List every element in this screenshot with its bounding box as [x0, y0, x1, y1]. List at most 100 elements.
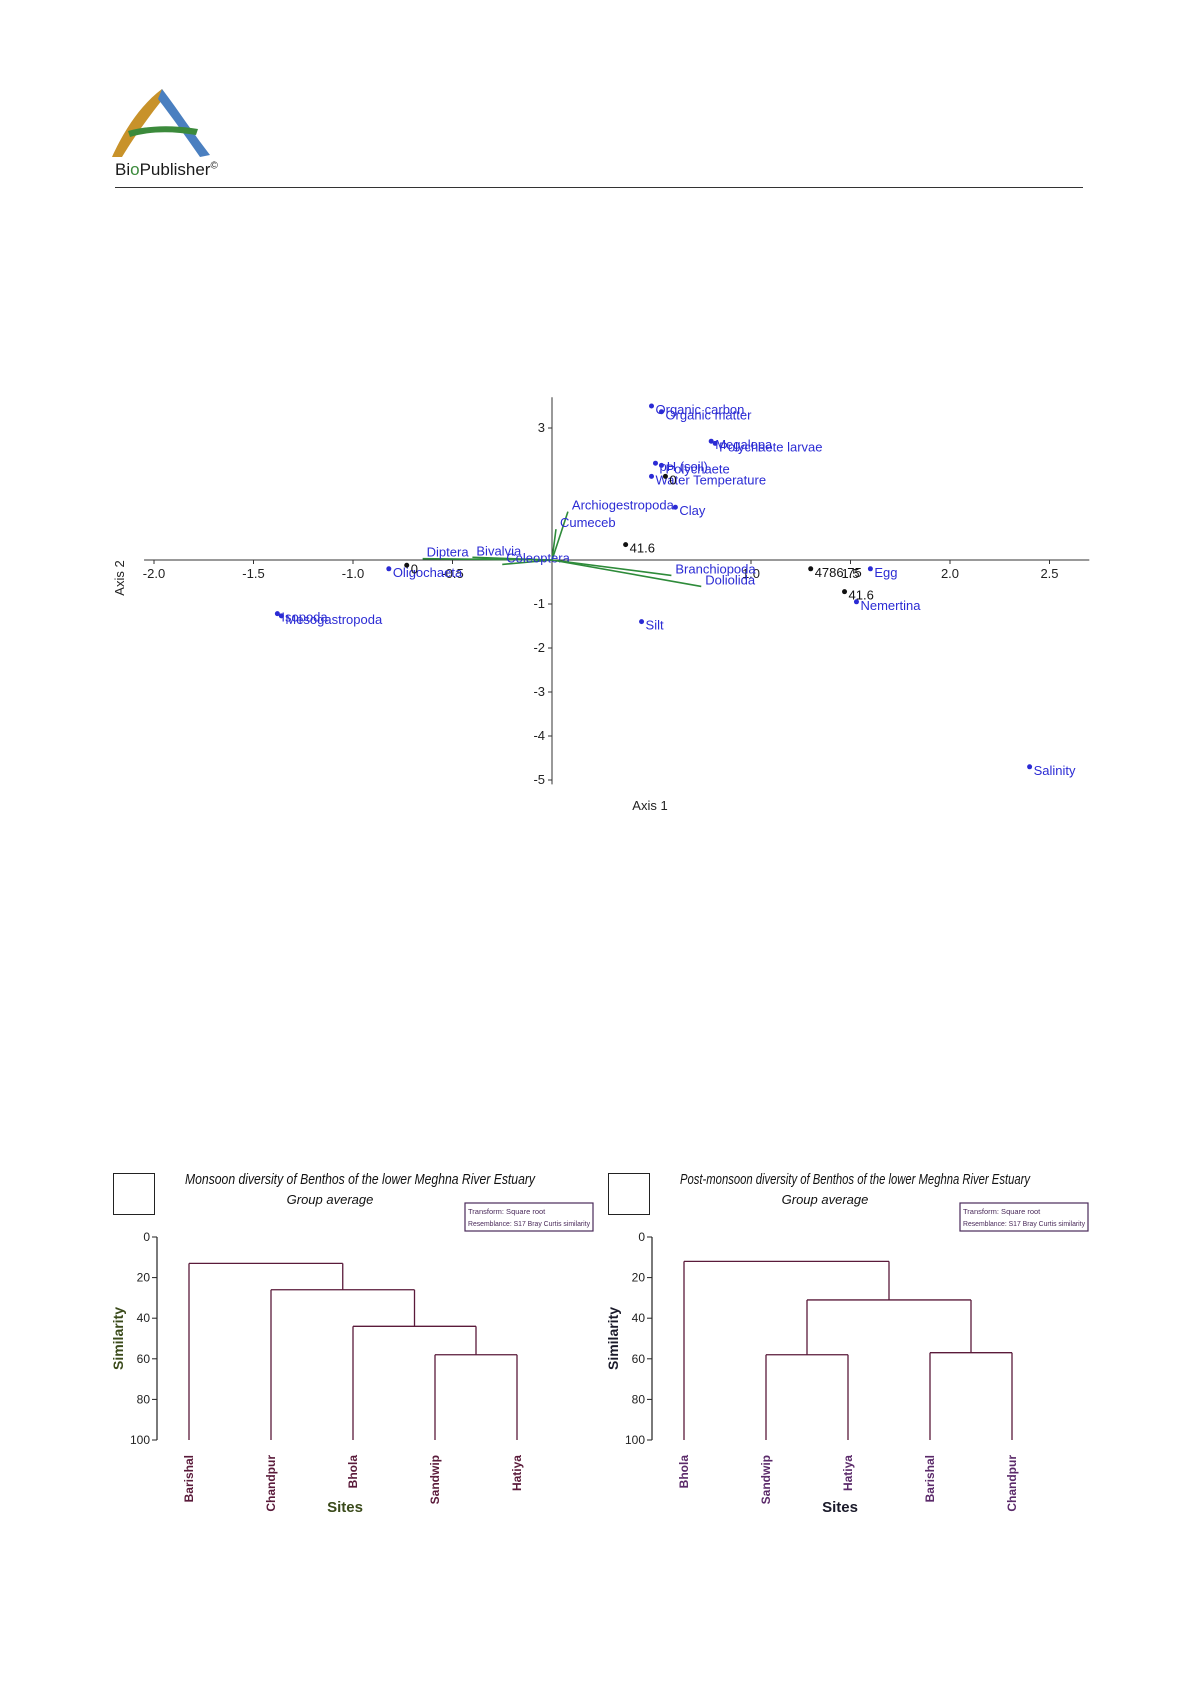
legend-transform: Transform: Square root [963, 1207, 1041, 1216]
y-tick-label: -2 [533, 640, 545, 655]
dendrogram-title: Monsoon diversity of Benthos of the lowe… [185, 1171, 536, 1188]
vector-arrow [422, 557, 553, 561]
species-point [649, 403, 654, 409]
leaf-label: Bhola [346, 1455, 360, 1489]
y-tick-label: 100 [625, 1433, 645, 1447]
x-tick-label: -1.5 [242, 566, 264, 581]
species-point [278, 613, 284, 619]
y-tick-label: 0 [638, 1230, 645, 1244]
monsoon-dendrogram: Monsoon diversity of Benthos of the lowe… [110, 1171, 594, 1516]
species-label: Megalopa [715, 437, 773, 452]
species-label: Silt [646, 618, 664, 633]
y-tick-label: 40 [632, 1311, 646, 1325]
site-point [404, 562, 410, 568]
panel-label-box-b [608, 1173, 650, 1215]
site-points: 41.6 0 0 4786.75 41.6 [404, 472, 874, 603]
dendrogram-title: Post-monsoon diversity of Benthos of the… [680, 1171, 1031, 1188]
site-label: 41.6 [630, 541, 655, 556]
y-tick-label: 100 [130, 1433, 150, 1447]
y-tick-label: 80 [632, 1392, 646, 1406]
species-label: Mesogastropoda [285, 612, 383, 627]
species-label: Clay [679, 503, 706, 518]
species-label: Water Temperature [656, 472, 767, 487]
species-point [853, 599, 859, 605]
x-tick-label: 1.5 [841, 566, 859, 581]
y-tick-label: 60 [137, 1352, 151, 1366]
species-point [708, 438, 714, 444]
y-axis-label: Axis 2 [112, 560, 127, 595]
legend-box: Transform: Square root Resemblance: S17 B… [959, 1202, 1089, 1232]
x-tick-label: -0.5 [441, 566, 463, 581]
vector-label: Branchiopoda [675, 561, 756, 576]
site-label: 41.6 [849, 588, 874, 603]
leaf-label: Barishal [182, 1455, 196, 1502]
y-tick-label: -5 [533, 772, 545, 787]
plot-axes: -2.0 -1.5 -1.0 -0.5 1.0 1.5 2.0 2.5 3 -1 -2 -3 -4 -5 [143, 397, 1090, 787]
x-tick-label: -1.0 [342, 566, 364, 581]
species-label: Salinity [1034, 763, 1076, 778]
y-tick-label: 20 [632, 1271, 646, 1285]
species-point [386, 566, 392, 572]
y-tick-label: 20 [137, 1271, 151, 1285]
y-tick-label: 40 [137, 1311, 151, 1325]
x-axis-title: Sites [822, 1499, 858, 1516]
site-label: 0 [669, 472, 676, 487]
leaf-label: Bhola [677, 1455, 691, 1489]
species-point [649, 473, 654, 479]
vector-arrow [551, 559, 702, 588]
x-tick-label: 1.0 [742, 566, 760, 581]
header-divider [115, 187, 1083, 188]
leaf-label: Hatiya [841, 1455, 855, 1491]
biopublisher-logo-icon [112, 89, 210, 157]
legend-frame [959, 1202, 1089, 1232]
species-label: Egg [874, 565, 897, 580]
legend-transform: Transform: Square root [468, 1207, 546, 1216]
vector-label: Bivalvia [476, 543, 522, 558]
leaf-label: Sandwip [759, 1455, 773, 1504]
species-point [712, 440, 718, 446]
vector-label: Doliolida [705, 572, 756, 587]
leaf-label: Barishal [923, 1455, 937, 1502]
leaf-label: Chandpur [1005, 1455, 1019, 1512]
species-point [639, 619, 645, 625]
species-point [274, 611, 280, 617]
site-point [842, 589, 848, 595]
panel-label-box-a [113, 1173, 155, 1215]
ordination-biplot: -2.0 -1.5 -1.0 -0.5 1.0 1.5 2.0 2.53-1-2-3-4-5 … [112, 397, 1090, 813]
x-axis-label: Axis 1 [632, 798, 667, 813]
dendrogram-subtitle: Group average [287, 1192, 374, 1207]
site-point [623, 542, 629, 548]
y-tick-label: -4 [533, 728, 545, 743]
legend-frame [464, 1202, 594, 1232]
site-label: 0 [411, 561, 418, 576]
legend-resemblance: Resemblance: S17 Bray Curtis similarity [468, 1221, 590, 1228]
vector-label: Archiogestropoda [572, 498, 675, 513]
species-label: pH (soil) [659, 459, 707, 474]
species-label: Polychaete [665, 461, 729, 476]
x-tick-label: 2.0 [941, 566, 959, 581]
species-label: Organic carbon [656, 402, 745, 417]
site-point [662, 473, 668, 479]
y-tick-label: 3 [538, 420, 545, 435]
y-tick-label: 80 [137, 1392, 151, 1406]
vector-arrows: Archiogestropoda Cumeceb Bivalvia Diptera Co… [422, 498, 756, 588]
vector-label: Diptera [427, 545, 470, 560]
species-label: Polychaete larvae [719, 439, 822, 454]
vector-arrow [502, 559, 553, 566]
species-point [867, 566, 873, 572]
vector-arrow [551, 511, 569, 561]
species-point [1027, 764, 1033, 770]
vector-arrow [551, 529, 557, 561]
species-label: Nemertina [860, 598, 921, 613]
y-tick-label: -3 [533, 684, 545, 699]
species-label: Isopoda [281, 610, 328, 625]
leaf-label: Hatiya [510, 1455, 524, 1491]
y-tick-label: 60 [632, 1352, 646, 1366]
legend-box: Transform: Square root Resemblance: S17 B… [464, 1202, 594, 1232]
y-axis-title: Similarity [605, 1307, 621, 1370]
species-point [658, 409, 664, 415]
y-tick-label: 0 [143, 1230, 150, 1244]
page-header: BioPublisher© [0, 0, 1196, 200]
vector-label: Coleoptera [506, 550, 570, 565]
